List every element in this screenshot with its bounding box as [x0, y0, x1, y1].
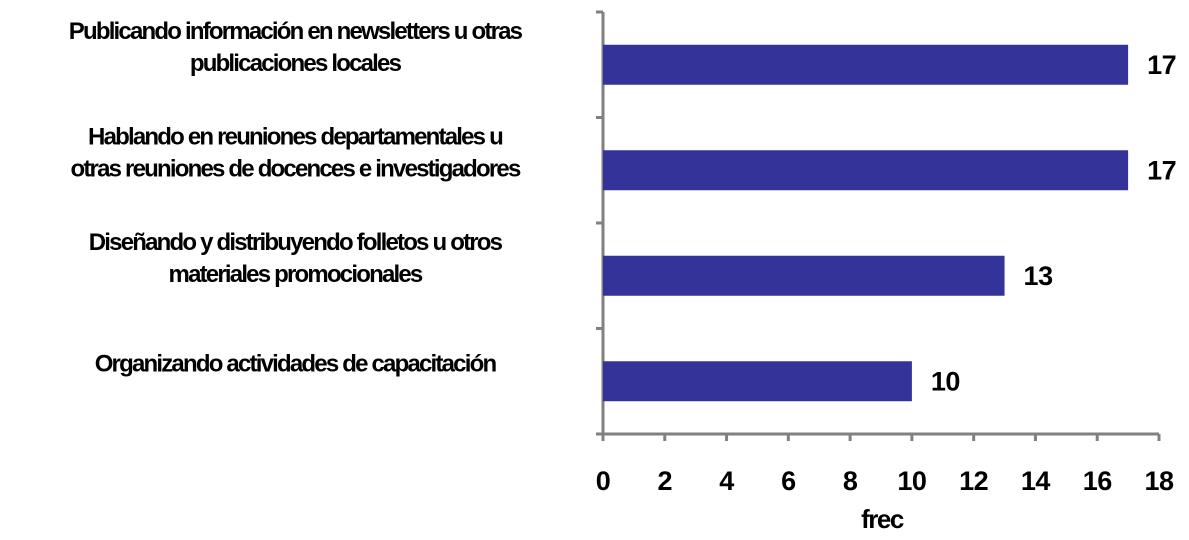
- x-tick-label: 8: [843, 466, 858, 496]
- x-tick-label: 6: [781, 466, 796, 496]
- data-label: 13: [1024, 261, 1054, 291]
- data-label: 17: [1147, 155, 1176, 185]
- x-axis-title: frec: [861, 504, 904, 534]
- x-tick-label: 18: [1144, 466, 1174, 496]
- category-label: Hablando en reuniones departamentales u: [88, 124, 503, 151]
- x-tick-label: 4: [719, 466, 734, 496]
- category-label: Diseñando y distribuyendo folletos u otr…: [89, 229, 503, 256]
- x-tick-label: 0: [596, 466, 611, 496]
- x-tick-label: 10: [897, 466, 926, 496]
- data-label: 10: [931, 366, 960, 396]
- category-label: otras reuniones de docences e investigad…: [71, 156, 521, 183]
- bars: [603, 44, 1129, 402]
- bar: [603, 255, 1005, 296]
- x-tick-label: 14: [1021, 466, 1051, 496]
- category-label: Publicando información en newsletters u …: [69, 18, 523, 45]
- bar: [603, 150, 1129, 191]
- bar: [603, 361, 912, 402]
- category-label: materiales promocionales: [169, 261, 423, 288]
- category-label: publicaciones locales: [190, 50, 402, 77]
- x-tick-label: 2: [658, 466, 673, 496]
- x-tick-label: 16: [1083, 466, 1113, 496]
- data-label: 17: [1147, 50, 1176, 80]
- x-tick-label: 12: [959, 466, 988, 496]
- category-label: Organizando actividades de capacitación: [95, 351, 497, 378]
- labels: 0 2 4 6 8 10 12 14 16 18 17 Publicando información …: [69, 18, 1177, 496]
- bar: [603, 44, 1129, 85]
